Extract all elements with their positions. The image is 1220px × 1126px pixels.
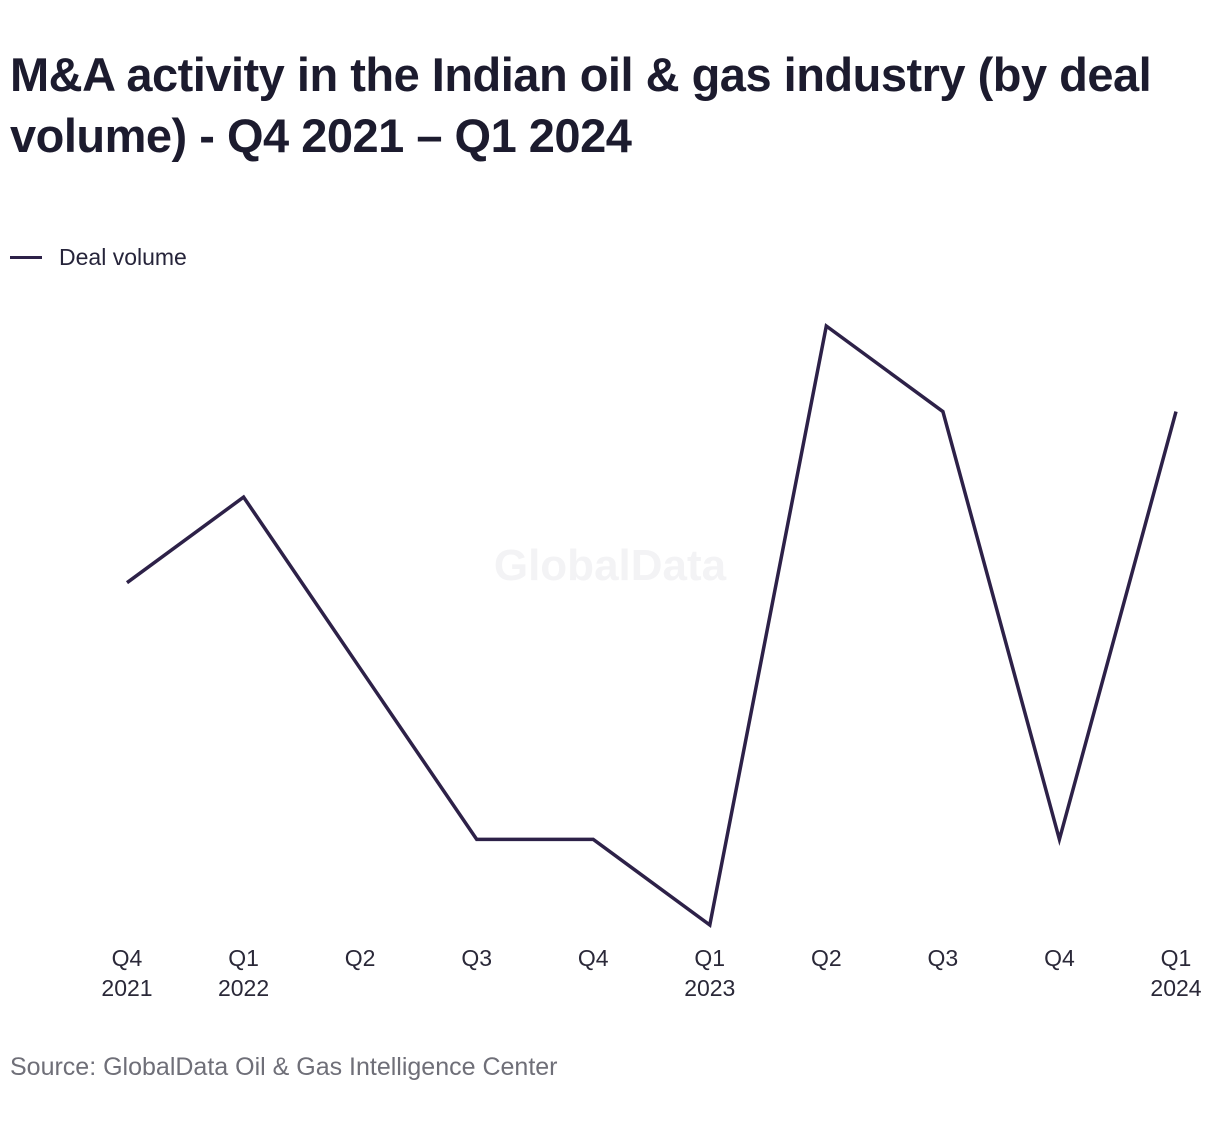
data-point[interactable] (702, 917, 718, 933)
data-point[interactable] (1051, 831, 1067, 847)
x-tick-label: Q4 (1044, 945, 1075, 971)
x-tick-label: Q1 2023 (684, 945, 735, 1001)
data-point[interactable] (1168, 404, 1184, 420)
x-tick-label: Q3 (461, 945, 492, 971)
x-axis: Q4 2021 Q1 2022 Q2 Q3 Q4 Q1 2023 Q2 Q3 Q4 Q1 2024 (101, 945, 1201, 1001)
chart-title: M&A activity in the Indian oil & gas ind… (10, 48, 1152, 162)
data-point[interactable] (818, 318, 834, 334)
source-note: Source: GlobalData Oil & Gas Intelligenc… (10, 1053, 558, 1081)
series-line-deal-volume[interactable] (125, 322, 1178, 929)
x-tick-label: Q3 (928, 945, 959, 971)
watermark: GlobalData (494, 541, 727, 590)
data-point[interactable] (469, 831, 485, 847)
data-point[interactable] (585, 831, 601, 847)
x-tick-label: Q4 (578, 945, 609, 971)
x-tick-label: Q2 (345, 945, 376, 971)
legend[interactable]: Deal volume (10, 242, 187, 272)
legend-line-swatch-icon (10, 255, 42, 259)
x-tick-label: Q2 (811, 945, 842, 971)
data-point[interactable] (119, 575, 135, 591)
data-point[interactable] (935, 404, 951, 420)
chart-marks (119, 318, 1184, 933)
legend-label: Deal volume (59, 243, 187, 270)
x-tick-label: Q4 2021 (101, 945, 152, 1001)
data-point[interactable] (236, 489, 252, 505)
x-tick-label: Q1 2024 (1150, 945, 1201, 1001)
x-tick-label: Q1 2022 (218, 945, 269, 1001)
data-point[interactable] (352, 660, 368, 676)
